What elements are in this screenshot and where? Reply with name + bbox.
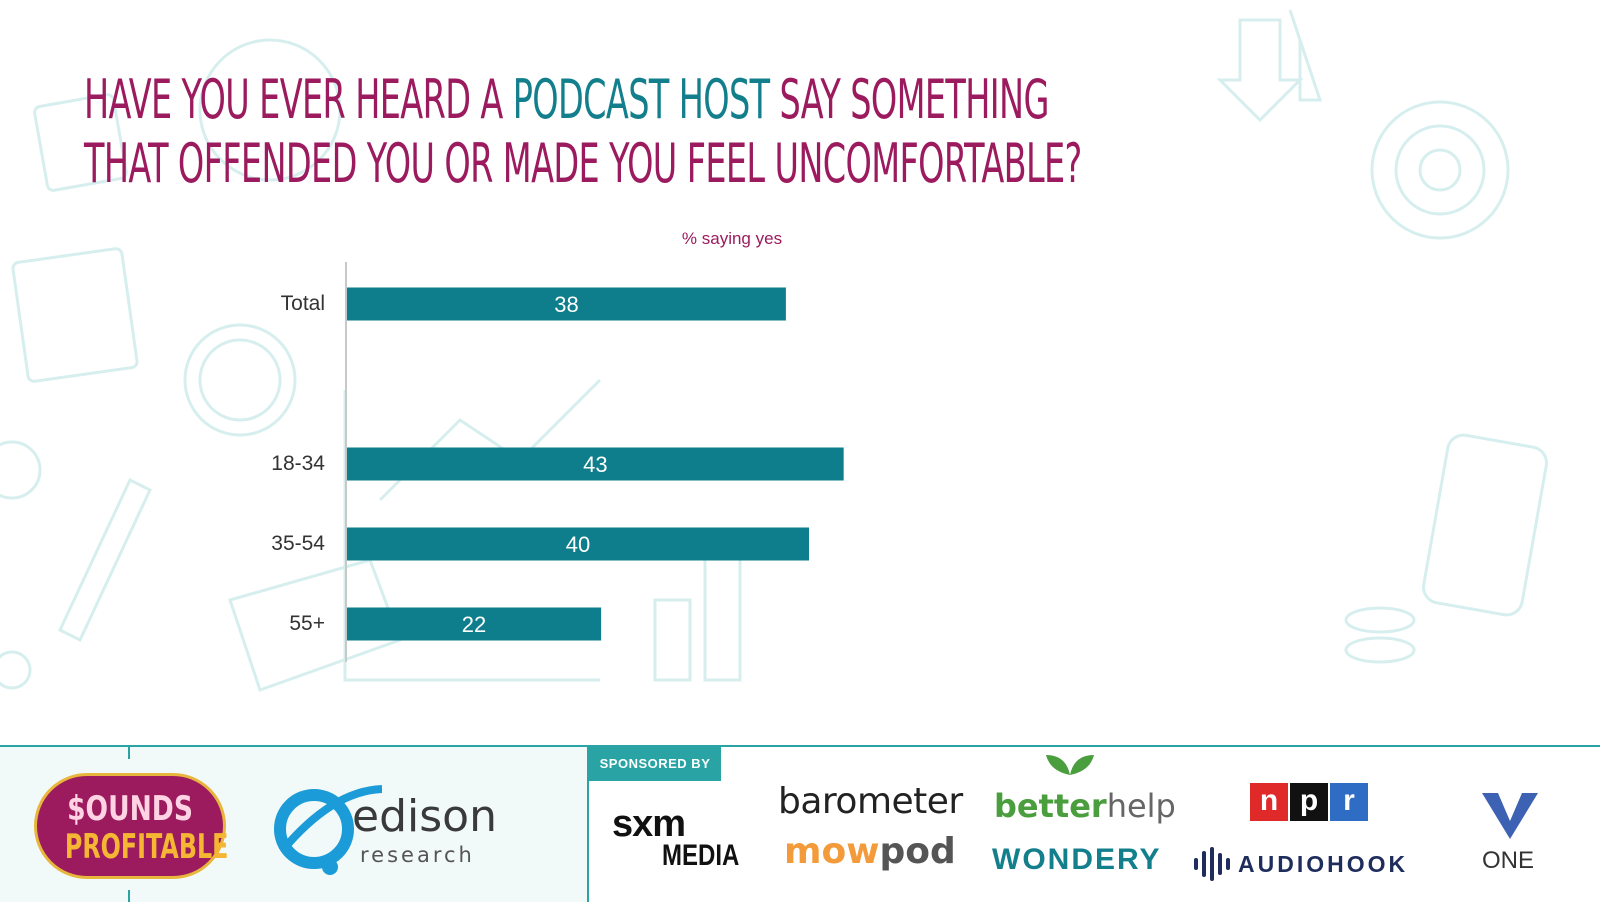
sxm-logo: sxm [612, 803, 686, 845]
mowpod-part-a: mow [784, 831, 880, 872]
npr-logo-n: n [1250, 783, 1288, 821]
npr-logo-p: p [1290, 783, 1328, 821]
footer-tick-top [128, 747, 130, 759]
mowpod-logo: mowpod [784, 831, 956, 872]
category-label: 18-34 [271, 452, 325, 475]
betterhelp-leaf-icon [1046, 755, 1094, 775]
bar [347, 527, 809, 561]
mowpod-part-b: pod [879, 831, 956, 872]
title-part-2: say something [769, 68, 1049, 131]
category-label: Total [281, 292, 325, 315]
edison-subtitle: research [360, 843, 475, 867]
title-line-1: Have you ever heard a podcast host say s… [84, 68, 1262, 132]
edison-globe-icon [274, 785, 382, 875]
sounds-logo-line1: $OUNDS [67, 789, 193, 829]
category-label: 35-54 [271, 532, 325, 555]
title-part-1: Have you ever heard a [84, 68, 513, 131]
one-v-icon [1482, 793, 1538, 839]
betterhelp-part-b: help [1106, 787, 1176, 825]
bar-value-label: 43 [583, 452, 607, 477]
bar-value-label: 40 [566, 532, 590, 557]
bar [347, 447, 844, 481]
edison-wordmark: edison [352, 791, 497, 842]
category-label: 55+ [289, 612, 325, 635]
betterhelp-logo: betterhelp [994, 787, 1176, 825]
wondery-logo: WONDERY [992, 843, 1162, 876]
bar [347, 607, 602, 641]
sxm-media-logo: MEDIA [662, 839, 740, 872]
npr-logo-r: r [1330, 783, 1368, 821]
sounds-profitable-logo: $OUNDS PROFITABLE [34, 773, 229, 879]
bar [347, 287, 786, 321]
betterhelp-part-a: better [994, 787, 1107, 825]
bar-value-label: 22 [462, 612, 486, 637]
footer-sponsors: $OUNDS PROFITABLE edison research SPONSO… [0, 745, 1600, 902]
title-accent: podcast host [512, 68, 770, 131]
title-line-2: that offended you or made you feel uncom… [84, 132, 1082, 195]
one-logo: ONE [1482, 847, 1535, 874]
chart-subtitle: % saying yes [682, 229, 782, 248]
audiohook-wave-icon [1194, 847, 1230, 881]
bar-value-label: 38 [554, 292, 578, 317]
footer-right-panel [589, 747, 1600, 902]
audiohook-logo: AUDIOHOOK [1238, 851, 1409, 877]
barometer-logo: barometer [778, 781, 963, 822]
sponsored-by-label: SPONSORED BY [589, 747, 721, 781]
footer-tick-bottom [128, 890, 130, 902]
bar-chart: % saying yes Total 38 18-34 43 35-54 40 55+ 22 [271, 229, 844, 662]
edison-research-logo: edison research [272, 781, 502, 881]
footer-divider [587, 747, 589, 902]
page-title: Have you ever heard a podcast host say s… [84, 68, 1262, 196]
sounds-logo-line2: PROFITABLE [64, 827, 229, 867]
